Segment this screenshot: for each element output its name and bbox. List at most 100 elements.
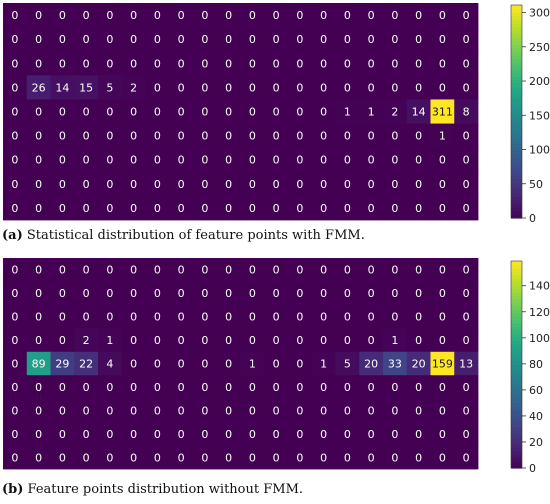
cell-value-label: 0 [344, 202, 351, 215]
cell-value-label: 0 [320, 154, 327, 167]
cell-value-label: 0 [35, 451, 42, 464]
colorbar-tick-label: 80 [529, 358, 543, 371]
heatmap-cell [264, 195, 289, 221]
colorbar-gradient-segment [511, 139, 522, 145]
heatmap-cell [121, 422, 146, 446]
heatmap-cell [193, 171, 218, 197]
cell-value-label: 0 [154, 451, 161, 464]
cell-value-label: 0 [463, 81, 470, 94]
heatmap-cell [26, 398, 51, 423]
heatmap-cell [193, 27, 218, 52]
heatmap-cell [240, 3, 265, 28]
cell-value-label: 0 [130, 381, 137, 394]
colorbar-gradient-segment [511, 72, 522, 77]
cell-value-label: 0 [154, 264, 161, 277]
cell-value-label: 0 [415, 9, 422, 22]
cell-value-label: 0 [368, 154, 375, 167]
heatmap-cell [264, 351, 289, 376]
cell-value-label: 0 [439, 311, 446, 324]
cell-value-label: 0 [368, 81, 375, 94]
cell-value-label: 0 [296, 154, 303, 167]
heatmap-cell [3, 3, 28, 28]
cell-value-label: 0 [368, 404, 375, 417]
colorbar-gradient-segment [511, 295, 522, 300]
cell-value-label: 0 [415, 381, 422, 394]
cell-value-label: 0 [273, 358, 280, 371]
heatmap-cell [359, 445, 384, 470]
heatmap-cell [50, 51, 75, 76]
cell-value-label: 0 [35, 264, 42, 277]
cell-value-label: 0 [249, 404, 256, 417]
colorbar-tick-label: 100 [529, 144, 550, 157]
cell-value-label: 0 [273, 33, 280, 46]
cell-value-label: 0 [368, 202, 375, 215]
cell-value-label: 0 [439, 264, 446, 277]
cell-value-label: 0 [415, 202, 422, 215]
heatmap-cell [383, 195, 408, 221]
heatmap-cell [169, 422, 194, 446]
colorbar-gradient-segment [511, 433, 522, 438]
cell-value-label: 0 [11, 264, 18, 277]
heatmap-cell [3, 195, 28, 221]
cell-value-label: 0 [439, 9, 446, 22]
heatmap-cell [288, 147, 313, 173]
cell-value-label: 0 [273, 451, 280, 464]
cell-value-label: 0 [320, 130, 327, 143]
heatmap-cell [454, 445, 479, 470]
cell-value-label: 0 [391, 9, 398, 22]
heatmap-cell [74, 75, 99, 100]
heatmap-cell [74, 351, 99, 376]
heatmap-panel-b: 0 0 0 0 0 0 0 0 0 0 0 0 0 0 0 0 0 0 0 0 0 0 0 0 0 0 0 0 0 0 0 0 0 0 0 0 0 0 0 0… [0, 255, 550, 504]
colorbar-gradient-segment [511, 457, 522, 462]
heatmap-cell [3, 51, 28, 76]
cell-value-label: 0 [463, 428, 470, 441]
cell-value-label: 0 [83, 311, 90, 324]
cell-value-label: 0 [106, 33, 113, 46]
cell-value-label: 0 [463, 334, 470, 347]
cell-value-label: 0 [463, 311, 470, 324]
cell-value-label: 0 [201, 178, 208, 191]
cell-value-label: 0 [154, 334, 161, 347]
cell-value-label: 0 [154, 9, 161, 22]
heatmap-cell [3, 171, 28, 197]
colorbar-gradient-segment [511, 171, 522, 176]
cell-value-label: 0 [106, 178, 113, 191]
colorbar-gradient-segment [511, 343, 522, 348]
heatmap-cell [311, 328, 336, 353]
heatmap-cell [406, 3, 431, 28]
cell-value-label: 1 [249, 358, 256, 371]
heatmap-cell [359, 75, 384, 100]
colorbar: 0 20 40 60 80 100 120 140 [510, 260, 550, 475]
cell-value-label: 0 [178, 9, 185, 22]
heatmap-cell [430, 328, 455, 353]
cell-value-label: 0 [273, 130, 280, 143]
heatmap-cell [169, 195, 194, 221]
heatmap-cell [98, 27, 123, 52]
heatmap-cell [335, 375, 360, 400]
cell-value-label: 0 [178, 81, 185, 94]
cell-value-label: 0 [463, 381, 470, 394]
cell-value-label: 1 [344, 106, 351, 119]
colorbar-gradient-segment [511, 312, 522, 317]
heatmap-cell [121, 195, 146, 221]
cell-value-label: 0 [83, 57, 90, 70]
heatmap-cell [311, 123, 336, 149]
heatmap-cell [264, 27, 289, 52]
cell-value-label: 0 [130, 264, 137, 277]
heatmap-cell [406, 195, 431, 221]
heatmap-cell [121, 171, 146, 197]
colorbar-gradient-segment [511, 132, 522, 137]
heatmap-cell [454, 258, 479, 282]
colorbar-gradient-segment [511, 36, 522, 42]
heatmap-cell [98, 195, 123, 221]
cell-value-label: 0 [106, 9, 113, 22]
colorbar-gradient-segment [511, 443, 522, 448]
heatmap-cell [311, 281, 336, 306]
cell-value-label: 311 [432, 106, 453, 119]
heatmap-cell [121, 75, 146, 100]
cell-value-label: 0 [201, 451, 208, 464]
colorbar-gradient-segment [511, 118, 522, 123]
cell-value-label: 0 [415, 178, 422, 191]
heatmap-cell [454, 281, 479, 306]
heatmap-cell [74, 281, 99, 306]
